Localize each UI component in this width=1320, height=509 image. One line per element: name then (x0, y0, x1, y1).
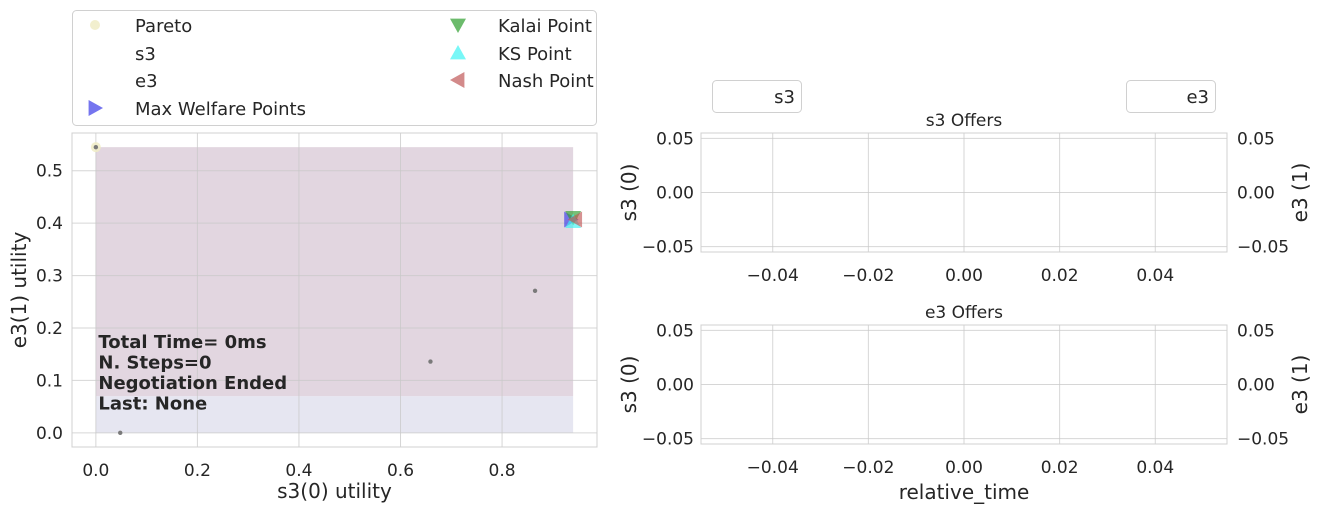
plot-frame (700, 132, 1228, 253)
x-tick-label: 0.00 (945, 458, 983, 478)
x-tick-label: −0.04 (747, 458, 799, 478)
legend-label: Max Welfare Points (135, 99, 306, 120)
y2-tick-label: −0.05 (1237, 238, 1289, 258)
x-axis-label: s3(0) utility (277, 479, 392, 503)
x-tick-label: −0.02 (842, 458, 894, 478)
y-tick-label: 0.00 (656, 184, 694, 204)
y2-tick-label: −0.05 (1237, 430, 1289, 450)
x-tick-label: 0.00 (945, 266, 983, 286)
x-tick-label: 0.8 (489, 461, 516, 481)
legend-marker (450, 45, 466, 60)
y-tick-label: 0.5 (36, 162, 63, 182)
y-tick-label: −0.05 (642, 238, 694, 258)
legend-label: Kalai Point (498, 16, 592, 37)
x-tick-label: 0.04 (1136, 266, 1174, 286)
legend-label: e3 (135, 71, 158, 92)
outcome-point (428, 359, 433, 364)
plot-title: s3 Offers (926, 111, 1003, 131)
legend-label: e3 (1186, 87, 1209, 108)
legend-label: s3 (135, 44, 156, 65)
annotation-line: Total Time= 0ms (98, 332, 266, 353)
outcome-point (532, 288, 538, 293)
agreement-zone-1 (95, 396, 574, 433)
y-tick-label: 0.1 (36, 371, 63, 391)
plot-title: e3 Offers (925, 303, 1003, 323)
y-tick-label: 0.3 (36, 267, 63, 287)
agreement-zone-2 (95, 147, 574, 397)
y2-tick-label: 0.00 (1237, 184, 1275, 204)
x-tick-label: 0.02 (1041, 458, 1079, 478)
x-tick-label: 0.6 (387, 461, 414, 481)
legend-frame (712, 80, 802, 113)
x-tick-label: 0.0 (82, 461, 109, 481)
y-tick-label: 0.4 (36, 214, 63, 234)
main-legend: Pareto s3 e3 Max Welfare Points Kalai Point K… (72, 10, 597, 126)
y-tick-label: 0.05 (656, 321, 694, 341)
plot-frame (71, 132, 598, 448)
x-tick-label: −0.04 (747, 266, 799, 286)
y2-tick-label: 0.05 (1237, 129, 1275, 149)
x-axis-label: relative_time (899, 480, 1030, 504)
legend-marker-pareto (90, 20, 100, 30)
nash-point (567, 211, 583, 228)
legend-marker (450, 18, 466, 33)
legend-frame (72, 10, 597, 126)
annotation-line: N. Steps=0 (98, 352, 211, 373)
legend-label: KS Point (498, 44, 572, 65)
s3-offers-plot: s3 Offers −0.04 −0.02 0.00 0.02 0.04 −0.05 −0.0… (617, 111, 1312, 286)
outcome-point (118, 430, 123, 436)
y2-tick-label: 0.00 (1237, 376, 1275, 396)
x-tick-label: 0.4 (285, 461, 312, 481)
y2-tick-label: 0.05 (1237, 321, 1275, 341)
plot-frame (700, 324, 1228, 445)
s3-offers-legend-right: e3 (1126, 80, 1216, 113)
y2-axis-label: e3 (1) (1288, 163, 1312, 223)
x-tick-label: 0.02 (1041, 266, 1079, 286)
y-axis-label: s3 (0) (617, 164, 641, 222)
y-tick-label: 0.00 (656, 376, 694, 396)
e3-offers-plot: e3 Offers −0.04 −0.02 0.00 0.02 0.04 −0.05 −0.0… (617, 303, 1312, 504)
y-axis-label: e3(1) utility (7, 232, 31, 349)
y2-axis-label: e3 (1) (1288, 355, 1312, 415)
y-tick-label: −0.05 (642, 430, 694, 450)
legend-marker (450, 72, 465, 88)
x-tick-label: −0.02 (842, 266, 894, 286)
s3-offers-legend-left: s3 (712, 80, 802, 113)
utility-plot: 0.0 0.2 0.4 0.6 0.8 0.0 0.1 0.2 0.3 0.4 0.5 s3(0) u… (7, 132, 598, 503)
x-tick-label: 0.04 (1136, 458, 1174, 478)
y-tick-label: 0.05 (656, 129, 694, 149)
legend-label: Pareto (135, 16, 192, 37)
y-axis-label: s3 (0) (617, 356, 641, 414)
annotation-line: Last: None (98, 393, 207, 414)
x-tick-label: 0.2 (184, 461, 211, 481)
legend-marker (88, 100, 103, 116)
y-tick-label: 0.2 (36, 319, 63, 339)
y-tick-label: 0.0 (36, 424, 63, 444)
outcome-point (93, 144, 99, 150)
legend-frame (1126, 80, 1216, 113)
legend-label: s3 (774, 87, 795, 108)
legend-label: Nash Point (498, 71, 594, 92)
annotation-line: Negotiation Ended (98, 373, 287, 394)
